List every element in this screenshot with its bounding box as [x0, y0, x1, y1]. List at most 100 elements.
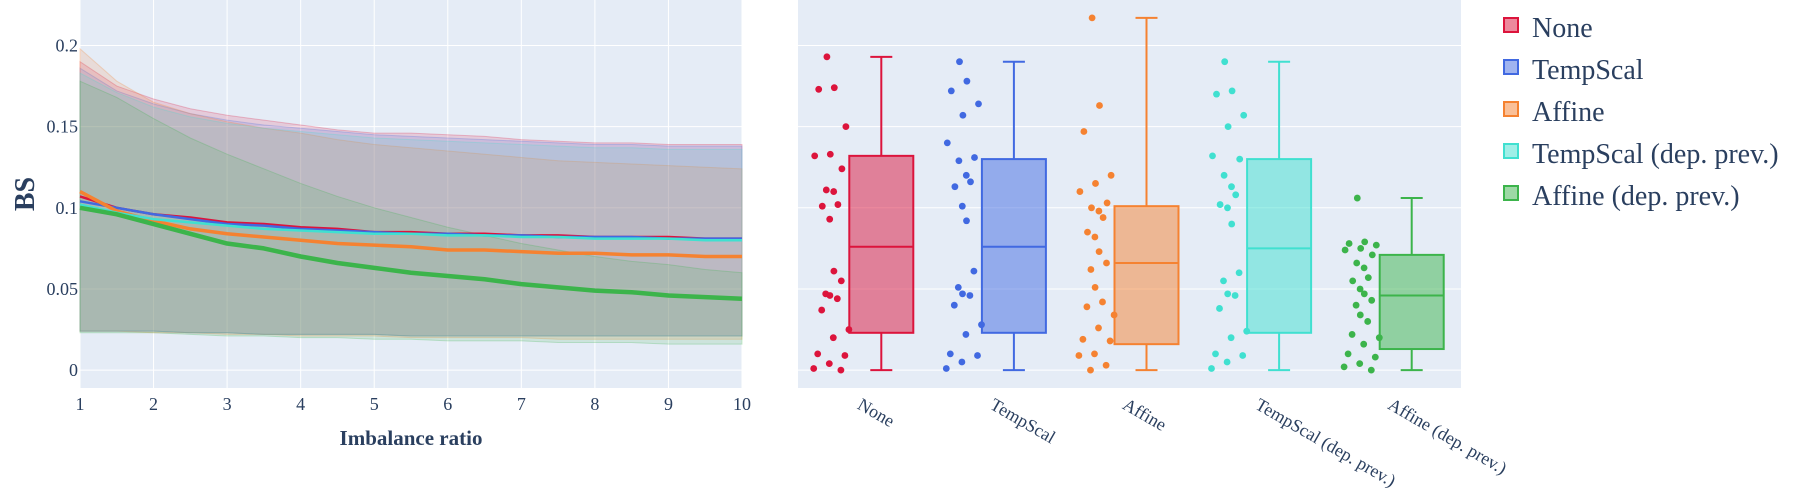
data-point: [837, 366, 845, 374]
data-point: [1091, 350, 1098, 358]
x-tick-label: 4: [296, 394, 305, 414]
box-plot-panel: None TempScal Affine TempScal (dep. prev.)A…: [798, 0, 1510, 492]
y-axis-title: BS: [10, 177, 41, 211]
data-point: [826, 150, 834, 158]
y-tick-label: 0.2: [56, 35, 79, 55]
legend-swatch: [1503, 101, 1519, 117]
data-point: [1356, 360, 1364, 368]
data-point: [1371, 353, 1379, 361]
box-tempscal-dep-prev: [1208, 58, 1313, 372]
data-point: [950, 301, 958, 309]
data-point: [830, 267, 838, 275]
data-point: [962, 331, 970, 338]
data-point: [1356, 311, 1364, 319]
data-point: [1095, 324, 1102, 332]
legend: None TempScal Affine TempScal (dep. prev.) A…: [1503, 13, 1779, 212]
data-point: [838, 165, 846, 173]
data-point: [959, 111, 967, 119]
data-point: [1095, 207, 1103, 215]
legend-swatch: [1503, 17, 1519, 33]
data-point: [818, 306, 826, 314]
box-affine-dep-prev: [1340, 194, 1445, 374]
data-point: [954, 283, 962, 291]
y-tick-label: 0.05: [47, 279, 79, 299]
data-point: [1220, 171, 1228, 179]
data-point: [1080, 128, 1088, 135]
data-point: [1099, 214, 1107, 221]
data-point: [826, 215, 834, 223]
x-tick-label: 3: [223, 394, 232, 414]
legend-item-affine-dep-prev: Affine (dep. prev.): [1503, 181, 1740, 212]
data-point: [1243, 327, 1251, 335]
band-none: [79, 60, 743, 337]
box-affine: [1075, 14, 1180, 374]
data-point: [1075, 352, 1083, 359]
data-point: [962, 171, 970, 179]
data-point: [834, 201, 842, 208]
data-point: [959, 290, 966, 298]
data-point: [1103, 199, 1111, 207]
data-point: [1353, 259, 1361, 267]
data-point: [975, 100, 982, 108]
data-point: [1352, 301, 1360, 309]
legend-swatch: [1503, 143, 1519, 159]
data-point: [830, 84, 838, 92]
data-point: [1372, 241, 1380, 249]
data-point: [966, 292, 974, 299]
data-point: [1228, 87, 1236, 95]
data-point: [1345, 240, 1353, 247]
data-point: [1375, 334, 1383, 342]
data-point: [958, 358, 966, 366]
data-point: [1360, 264, 1368, 272]
data-point: [1084, 228, 1091, 236]
data-point: [1095, 248, 1103, 256]
data-point: [1091, 283, 1099, 291]
mean-lines: [79, 190, 743, 301]
band-tempscal-dep-prev: [79, 72, 743, 337]
data-point: [825, 360, 833, 368]
x-tick-label: 8: [590, 394, 599, 414]
x-tick-label: 9: [664, 394, 673, 414]
x-tick-label: 5: [370, 394, 379, 414]
iqr-box: [1378, 253, 1445, 351]
data-point: [956, 58, 963, 66]
data-point: [1356, 285, 1364, 293]
data-point: [1092, 180, 1099, 187]
data-point: [1216, 305, 1223, 312]
data-point: [1091, 233, 1099, 241]
band-tempscal: [79, 67, 743, 337]
data-point: [1110, 311, 1118, 319]
legend-item-tempscal: TempScal: [1503, 55, 1644, 86]
data-point: [1240, 111, 1248, 119]
legend-label: None: [1532, 13, 1593, 44]
line-affine-dep-prev: [79, 205, 743, 301]
data-point: [1228, 220, 1236, 228]
data-point: [974, 352, 981, 359]
data-point: [1224, 123, 1232, 131]
data-point: [1102, 361, 1110, 369]
data-point: [1220, 277, 1227, 285]
y-tick-label: 0.1: [56, 198, 79, 218]
data-point: [1360, 290, 1368, 298]
legend-label: TempScal: [1532, 55, 1644, 86]
data-point: [1213, 90, 1220, 98]
data-point: [1228, 183, 1235, 191]
data-point: [1216, 201, 1224, 208]
category-label: TempScal (dep. prev.): [1252, 394, 1400, 491]
data-point: [1079, 335, 1087, 343]
data-point: [822, 186, 830, 194]
data-point: [1088, 14, 1096, 22]
data-point: [978, 321, 985, 329]
legend-label: Affine (dep. prev.): [1532, 181, 1740, 212]
x-tick-label: 10: [733, 394, 751, 414]
data-point: [1341, 246, 1349, 254]
band-affine-dep-prev: [79, 80, 743, 345]
data-point: [1224, 290, 1232, 298]
data-point: [1107, 171, 1115, 179]
legend-swatch: [1503, 59, 1519, 75]
data-point: [963, 77, 971, 85]
data-point: [818, 202, 826, 210]
x-tick-label: 7: [517, 394, 526, 414]
data-point: [1368, 251, 1376, 259]
legend-item-tempscal-dep-prev: TempScal (dep. prev.): [1503, 139, 1779, 170]
